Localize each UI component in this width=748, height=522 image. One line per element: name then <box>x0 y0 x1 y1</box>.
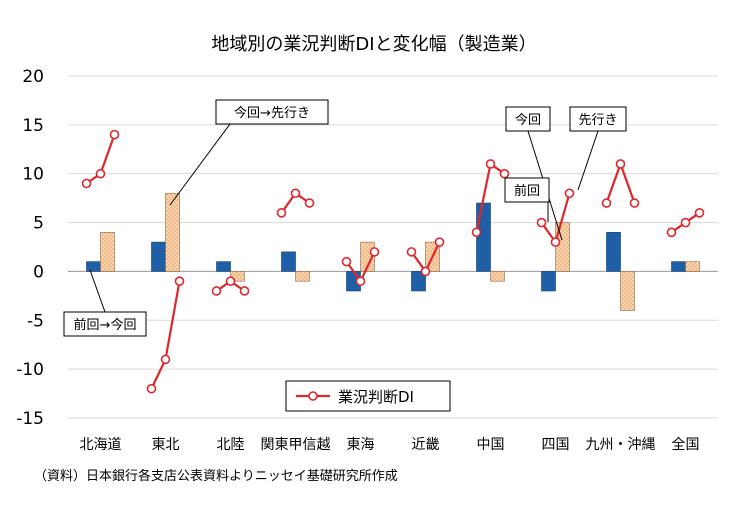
source-note: （資料）日本銀行各支店公表資料よりニッセイ基礎研究所作成 <box>34 468 398 484</box>
x-category-label: 北陸 <box>217 437 245 453</box>
di-point <box>369 247 380 257</box>
legend: 業況判断DI <box>285 380 451 412</box>
di-point <box>680 217 691 228</box>
annot-next-text: 先行き <box>578 113 617 128</box>
bar-now-to-next <box>555 222 570 272</box>
di-point <box>109 129 120 140</box>
y-tick-label: 5 <box>33 214 44 234</box>
legend-label: 業況判断DI <box>338 388 414 406</box>
annot-now-to-next-text: 今回→先行き <box>234 105 310 121</box>
bar-now-to-next <box>295 271 310 282</box>
x-category-label: 関東甲信越 <box>261 437 331 453</box>
di-point <box>666 227 677 238</box>
di-lines <box>81 129 705 394</box>
annot-now-to-next-box <box>215 99 329 125</box>
di-point <box>95 168 106 179</box>
x-category-label: 四国 <box>542 437 570 453</box>
annot-now-text: 今回 <box>515 112 541 128</box>
di-point <box>160 354 171 365</box>
annot-next-box <box>569 106 627 132</box>
y-tick-label: 20 <box>22 67 44 87</box>
bar-prev-to-now <box>281 251 296 272</box>
di-point <box>355 276 366 287</box>
x-category-label: 九州・沖縄 <box>586 437 656 453</box>
di-point <box>550 237 561 247</box>
legend-marker <box>308 391 318 401</box>
bar-now-to-next <box>100 232 115 272</box>
chart-title: 地域別の業況判断DIと変化幅（製造業） <box>211 34 536 55</box>
bars <box>86 192 700 311</box>
annot-prev-text: 前回 <box>514 183 540 199</box>
x-category-label: 東海 <box>347 437 375 453</box>
y-tick-label: 0 <box>33 262 44 282</box>
di-point <box>434 237 445 247</box>
x-category-label: 東北 <box>152 437 180 453</box>
y-tick-label: -10 <box>16 360 44 380</box>
bar-now-to-next <box>230 271 245 282</box>
x-category-label: 近畿 <box>412 437 440 453</box>
annot-prev-to-now-leader <box>89 269 106 313</box>
di-point <box>536 217 547 228</box>
bar-now-to-next <box>685 261 700 272</box>
bar-prev-to-now <box>216 261 231 272</box>
di-point <box>615 159 626 169</box>
di-point <box>81 178 92 189</box>
di-line <box>605 160 636 204</box>
bar-prev-to-now <box>86 261 101 272</box>
di-point <box>174 276 185 287</box>
di-point <box>471 227 482 238</box>
bar-now-to-next <box>490 271 505 282</box>
di-point <box>290 188 301 199</box>
di-point <box>629 198 640 208</box>
di-point <box>276 208 287 218</box>
bar-prev-to-now <box>606 232 621 272</box>
di-point <box>485 159 496 169</box>
bar-prev-to-now <box>671 261 686 272</box>
annot-prev-to-now-box <box>63 311 147 337</box>
di-point <box>406 247 417 257</box>
di-point <box>341 256 352 267</box>
annot-next-leader <box>577 130 599 191</box>
bar-prev-to-now <box>476 202 491 272</box>
di-point <box>601 198 612 208</box>
annot-prev-to-now-text: 前回→今回 <box>74 317 137 333</box>
di-line <box>150 281 181 390</box>
di-point <box>146 383 157 394</box>
di-point <box>564 188 575 199</box>
y-tick-label: -5 <box>27 311 44 331</box>
y-axis-ticks: 20 15 10 5 0 -5 -10 -15 <box>16 67 44 429</box>
x-axis-categories: 北海道 東北 北陸 関東甲信越 東海 近畿 中国 四国 九州・沖縄 全国 <box>80 436 700 453</box>
y-tick-label: 10 <box>22 165 44 185</box>
bar-now-to-next <box>620 271 635 311</box>
x-category-label: 北海道 <box>80 437 122 453</box>
y-tick-label: -15 <box>16 409 44 429</box>
annot-prev-box <box>504 177 550 203</box>
di-point <box>304 198 315 208</box>
y-tick-label: 15 <box>22 116 44 136</box>
annot-now-box <box>505 106 551 132</box>
di-point <box>694 208 705 218</box>
di-point <box>499 168 510 179</box>
x-category-label: 中国 <box>477 437 505 453</box>
bar-prev-to-now <box>541 271 556 292</box>
annot-now-to-next-leader <box>169 123 231 206</box>
di-point <box>225 276 236 287</box>
bar-now-to-next <box>165 192 180 272</box>
di-point <box>420 266 431 277</box>
bar-prev-to-now <box>411 271 426 292</box>
di-point <box>239 286 250 296</box>
di-point <box>211 286 222 296</box>
x-category-label: 全国 <box>672 436 700 453</box>
bar-prev-to-now <box>151 241 166 272</box>
